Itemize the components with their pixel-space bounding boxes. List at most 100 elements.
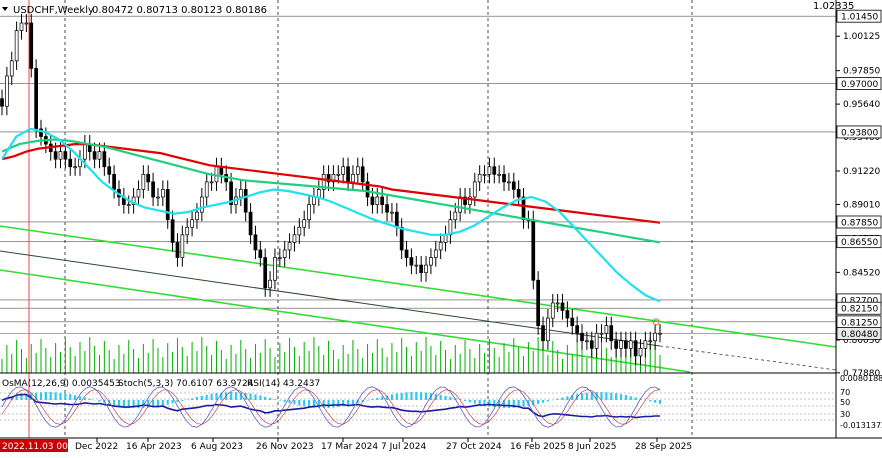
candle-body xyxy=(638,347,643,357)
candle-body xyxy=(263,257,268,289)
candle-body xyxy=(653,332,657,342)
oscillator-tick-label: 0.0080188 xyxy=(840,374,882,383)
candle-body xyxy=(63,151,68,160)
price-level-box xyxy=(836,301,882,315)
y-tick-label: 0.80050 xyxy=(843,336,880,346)
price-level-label: 0.97000 xyxy=(841,80,878,90)
candle-body xyxy=(336,173,341,176)
y-tick-label: 0.91220 xyxy=(843,167,880,177)
price-level-label: 0.80480 xyxy=(841,330,878,340)
price-level-box xyxy=(836,125,882,139)
oscillator-header: OsMA(12,26,9) 0.0035453 Stoch(5,3,3) 70.… xyxy=(2,379,320,389)
candle-body xyxy=(253,234,258,251)
candle-body xyxy=(633,340,638,357)
candle-body xyxy=(453,211,458,221)
candle-body xyxy=(521,196,526,221)
candle-body xyxy=(487,166,492,175)
x-tick-label: 6 Aug 2023 xyxy=(191,442,243,452)
candle-body xyxy=(24,22,29,25)
candle-body xyxy=(351,173,355,183)
x-tick-label: 27 Oct 2024 xyxy=(446,442,502,452)
moving-average-line xyxy=(1,138,661,244)
candle-body xyxy=(536,279,540,326)
candle-body xyxy=(141,173,146,190)
candle-body xyxy=(287,242,292,251)
candle-body xyxy=(302,219,307,228)
candle-body xyxy=(248,211,253,236)
oscillator-tick-label: 70 xyxy=(840,388,850,397)
candle-body xyxy=(443,234,448,243)
candle-body xyxy=(73,166,77,169)
candle-body xyxy=(502,173,506,183)
y-tick-label: 0.84520 xyxy=(843,268,880,278)
candle-body xyxy=(643,340,648,349)
candle-body xyxy=(151,181,155,198)
price-level-label: 0.86550 xyxy=(841,238,878,248)
candle-body xyxy=(185,226,190,236)
price-level-box xyxy=(836,327,882,340)
price-level-label: 0.82150 xyxy=(841,305,878,315)
candle-body xyxy=(438,242,443,251)
candle-body xyxy=(380,196,385,205)
stoch-main-line xyxy=(1,386,661,428)
price-highlight-marker xyxy=(652,318,660,326)
candle-body xyxy=(658,332,662,335)
candle-body xyxy=(355,166,360,175)
candle-body xyxy=(390,211,394,214)
candle-body xyxy=(404,249,409,258)
start-date-box xyxy=(0,439,68,452)
candle-body xyxy=(39,128,43,137)
candle-body xyxy=(165,189,170,221)
price-level-label: 0.87850 xyxy=(841,218,878,228)
oscillator-tick-label: 50 xyxy=(840,398,850,407)
candle-body xyxy=(624,340,628,349)
x-tick-label: Dec 2022 xyxy=(75,442,118,452)
candle-body xyxy=(516,189,521,198)
candle-body xyxy=(575,325,579,334)
candle-body xyxy=(619,340,623,349)
candle-body xyxy=(341,166,346,175)
candle-body xyxy=(195,211,199,221)
menu-triangle-icon[interactable] xyxy=(2,7,8,11)
stoch-signal-line xyxy=(1,389,661,425)
candle-body xyxy=(463,196,467,205)
candle-body xyxy=(472,181,477,198)
symbol-label: USDCHF,Weekly xyxy=(13,5,94,16)
candle-body xyxy=(497,173,502,176)
y-tick-label: 0.89010 xyxy=(843,200,880,210)
stoch-label: Stoch(5,3,3) 70.6107 63.9724 xyxy=(118,379,254,389)
moving-average-line xyxy=(1,143,661,224)
candle-body xyxy=(92,151,97,160)
price-level-box xyxy=(836,215,882,229)
candle-body xyxy=(365,181,370,198)
candle-body xyxy=(429,257,433,266)
candle-body xyxy=(628,340,633,349)
trend-channel-line xyxy=(0,250,661,347)
candle-body xyxy=(238,189,243,198)
oscillator-tick-label: -0.0131372 xyxy=(840,421,882,430)
candle-body xyxy=(180,234,185,258)
x-tick-label: 8 Jun 2025 xyxy=(568,442,616,452)
candle-body xyxy=(541,325,545,342)
price-level-box xyxy=(836,77,882,90)
candle-body xyxy=(458,196,463,213)
candle-body xyxy=(477,173,482,183)
candle-body xyxy=(546,317,550,342)
candle-body xyxy=(409,257,414,266)
x-tick-label: 28 Sep 2025 xyxy=(635,442,692,452)
candle-body xyxy=(0,98,4,107)
candle-body xyxy=(9,60,14,77)
candle-body xyxy=(209,181,214,184)
candle-body xyxy=(175,242,180,258)
candle-body xyxy=(268,279,272,289)
candle-body xyxy=(604,325,609,334)
candle-body xyxy=(160,189,165,198)
y-tick-label: 0.95640 xyxy=(843,100,880,110)
candle-body xyxy=(156,196,160,199)
candle-body xyxy=(585,340,589,343)
candle-body xyxy=(580,332,584,342)
candle-body xyxy=(599,332,604,335)
candle-body xyxy=(273,257,277,281)
